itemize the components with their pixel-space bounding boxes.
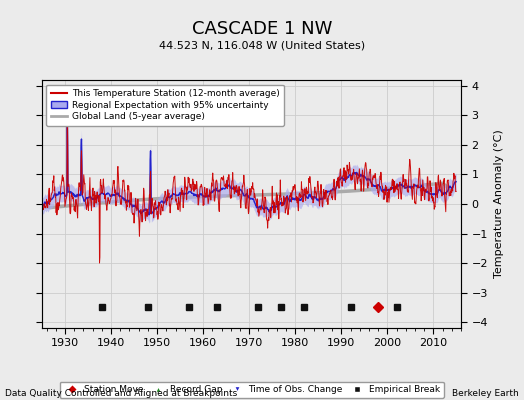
Legend: Station Move, Record Gap, Time of Obs. Change, Empirical Break: Station Move, Record Gap, Time of Obs. C… <box>60 382 443 398</box>
Text: Data Quality Controlled and Aligned at Breakpoints: Data Quality Controlled and Aligned at B… <box>5 389 237 398</box>
Y-axis label: Temperature Anomaly (°C): Temperature Anomaly (°C) <box>494 130 504 278</box>
Text: CASCADE 1 NW: CASCADE 1 NW <box>192 20 332 38</box>
Text: 44.523 N, 116.048 W (United States): 44.523 N, 116.048 W (United States) <box>159 40 365 50</box>
Text: Berkeley Earth: Berkeley Earth <box>452 389 519 398</box>
